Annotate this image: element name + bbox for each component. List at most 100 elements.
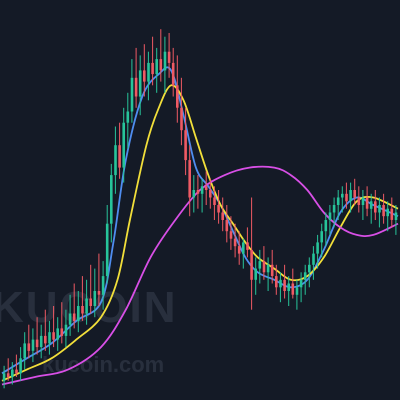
candle-body [217,205,220,213]
candle-body [163,51,167,71]
candle [44,309,47,351]
candle [134,47,138,108]
candle-body [341,193,344,198]
candle-body [60,328,64,336]
candle-body [155,59,158,75]
candle-body [283,279,286,291]
candlesticks [2,29,398,389]
candle-body [308,264,311,273]
candle-body [324,220,328,232]
candle [27,324,31,359]
candle [336,190,340,220]
candle-body [303,272,307,280]
candle [262,246,266,280]
candle-body [167,51,171,63]
candle [200,178,204,213]
candle [378,197,381,228]
candle-body [89,298,92,306]
candle-body [390,208,394,220]
candle-body [27,343,31,351]
candle [180,77,183,146]
candle-body [6,373,10,377]
candle-body [291,283,295,295]
candle-body [147,62,150,82]
candle [31,328,35,363]
candle [126,92,130,149]
candle [324,212,328,247]
candle [365,186,369,217]
candle-body [72,313,76,321]
candle-body [143,70,146,82]
candle-body [23,343,26,359]
candle-body [312,253,315,265]
candle [196,175,200,209]
candle-body [229,231,233,239]
candle [266,257,270,291]
candle-body [159,59,163,71]
candle [122,107,125,183]
candle-body [114,145,117,176]
moving-average-lines [1,66,399,386]
candle [382,193,385,224]
candle [130,59,134,123]
candle-body [122,122,125,168]
candle-body [345,193,348,202]
candle-body [93,291,97,306]
candle-body [374,201,377,213]
candle [258,249,262,284]
candle [138,55,142,116]
candle-body [85,298,88,314]
candle [23,332,26,370]
candle-body [233,238,237,247]
candle-body [242,242,245,254]
candle-body [320,231,323,243]
candle-body [192,190,196,198]
candle [213,186,216,220]
candle [176,55,179,123]
candle-body [97,291,101,295]
candle-body [180,107,183,131]
candle [192,175,196,213]
candle [303,264,307,295]
candle-body [299,279,303,288]
candle [188,145,191,217]
candle-body [258,261,262,269]
candle [295,279,299,310]
candle [77,291,80,333]
candle-body [221,212,224,220]
candle [345,182,348,209]
candle-body [52,332,55,340]
candle [6,358,10,381]
candle-body [188,160,191,198]
kucoin-watermark: KUCOIN [0,283,178,332]
candle [386,201,389,232]
candle [11,362,14,385]
candle [101,261,105,310]
candle-body [48,332,51,344]
candle [85,279,88,325]
candle-body [295,287,299,295]
candle-body [126,111,130,123]
candle [184,107,187,176]
candle [151,36,154,86]
candle [15,354,18,377]
candle-body [237,246,241,254]
kucoin-domain-watermark: kucoin.com [42,352,164,377]
candle-body [386,208,389,217]
candle [246,227,249,258]
candle [114,126,117,194]
candle-body [44,335,47,344]
candle-body [130,77,134,112]
candle [283,264,286,299]
candle [19,347,22,381]
candle-body [328,212,332,220]
candle [225,205,229,243]
candle-body [77,306,80,321]
candle-body [56,328,59,340]
candle-body [204,186,208,190]
candle-body [275,276,278,288]
candle [279,272,282,303]
candle [308,257,311,288]
candle [64,309,68,348]
